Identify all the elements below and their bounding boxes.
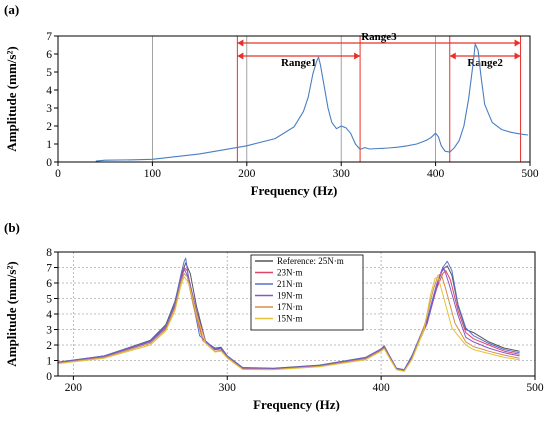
b-series-line xyxy=(57,276,520,372)
a-y-tick-label: 5 xyxy=(46,67,52,79)
b-y-tick-label: 7 xyxy=(46,263,52,275)
legend-entry-label: 17N·m xyxy=(277,302,303,312)
a-y-tick-label: 6 xyxy=(46,49,52,61)
a-y-tick-label: 7 xyxy=(46,31,52,43)
a-series-line xyxy=(95,43,529,162)
panel-a-range-annotations: Range1 Range2 Range3 xyxy=(236,31,522,162)
panel-b-y-ticks: 0 1 2 3 4 5 6 7 8 xyxy=(46,247,58,383)
range-arrowhead-right xyxy=(354,52,361,60)
range-label: Range3 xyxy=(361,31,397,43)
a-x-tick-label: 200 xyxy=(238,168,256,180)
b-x-tick-label: 300 xyxy=(219,382,237,394)
a-y-tick-label: 1 xyxy=(46,139,52,151)
b-y-tick-label: 8 xyxy=(46,247,52,259)
range-arrowhead-right xyxy=(514,39,521,47)
range-arrowhead-left xyxy=(449,52,456,60)
a-x-tick-label: 500 xyxy=(521,168,539,180)
legend-entry-label: 23N·m xyxy=(277,268,303,278)
b-y-tick-label: 6 xyxy=(46,278,52,290)
b-y-tick-label: 4 xyxy=(46,309,52,321)
panel-a-x-ticks: 0 100 200 300 400 500 xyxy=(55,162,539,180)
range-arrowhead-left xyxy=(237,39,244,47)
panel-b-y-axis-title: Amplitude (mm/s²) xyxy=(4,261,19,366)
legend-entry-label: 19N·m xyxy=(277,291,303,301)
a-y-tick-label: 2 xyxy=(46,121,52,133)
panel-a-gridlines xyxy=(151,36,437,162)
b-series-line xyxy=(57,268,520,372)
panel-a-y-axis-title: Amplitude (mm/s²) xyxy=(4,46,19,151)
a-y-tick-label: 4 xyxy=(46,85,52,97)
panel-b-series xyxy=(57,257,520,372)
b-x-tick-label: 200 xyxy=(65,382,83,394)
b-y-tick-label: 3 xyxy=(46,325,52,337)
a-y-tick-label: 3 xyxy=(46,103,52,115)
b-x-tick-label: 400 xyxy=(373,382,391,394)
b-y-tick-label: 5 xyxy=(46,294,52,306)
b-y-tick-label: 2 xyxy=(46,340,52,352)
panel-a-label: (a) xyxy=(4,2,19,17)
panel-a-x-axis-title: Frequency (Hz) xyxy=(251,183,338,198)
legend-entry-label: Reference: 25N·m xyxy=(277,256,344,266)
a-x-tick-label: 0 xyxy=(55,168,61,180)
panel-a-plot-frame xyxy=(57,35,531,163)
panel-b-label: (b) xyxy=(4,220,20,235)
a-x-tick-label: 300 xyxy=(333,168,351,180)
panel-a-y-ticks: 0 1 2 3 4 5 6 7 xyxy=(46,31,58,169)
range-label: Range2 xyxy=(467,57,503,69)
b-x-tick-label: 500 xyxy=(526,382,544,394)
b-y-tick-label: 1 xyxy=(46,356,52,368)
panel-b: (b) 200 300 400 500 0 1 2 3 4 5 6 7 8 Reference: 25… xyxy=(4,220,544,412)
b-y-tick-label: 0 xyxy=(46,371,52,383)
a-x-tick-label: 100 xyxy=(144,168,162,180)
a-y-tick-label: 0 xyxy=(46,157,52,169)
range-arrowhead-left xyxy=(237,52,244,60)
a-x-tick-label: 400 xyxy=(427,168,445,180)
legend-entry-label: 21N·m xyxy=(277,279,303,289)
panel-b-x-axis-title: Frequency (Hz) xyxy=(253,397,340,412)
b-series-line xyxy=(57,273,520,372)
b-series-line xyxy=(57,257,520,371)
panel-b-x-ticks: 200 300 400 500 xyxy=(65,376,544,394)
legend-entry-label: 15N·m xyxy=(277,314,303,324)
panel-a-series xyxy=(95,43,529,162)
range-arrowhead-right xyxy=(514,52,521,60)
range-label: Range1 xyxy=(281,57,316,69)
legend-box xyxy=(250,254,364,331)
